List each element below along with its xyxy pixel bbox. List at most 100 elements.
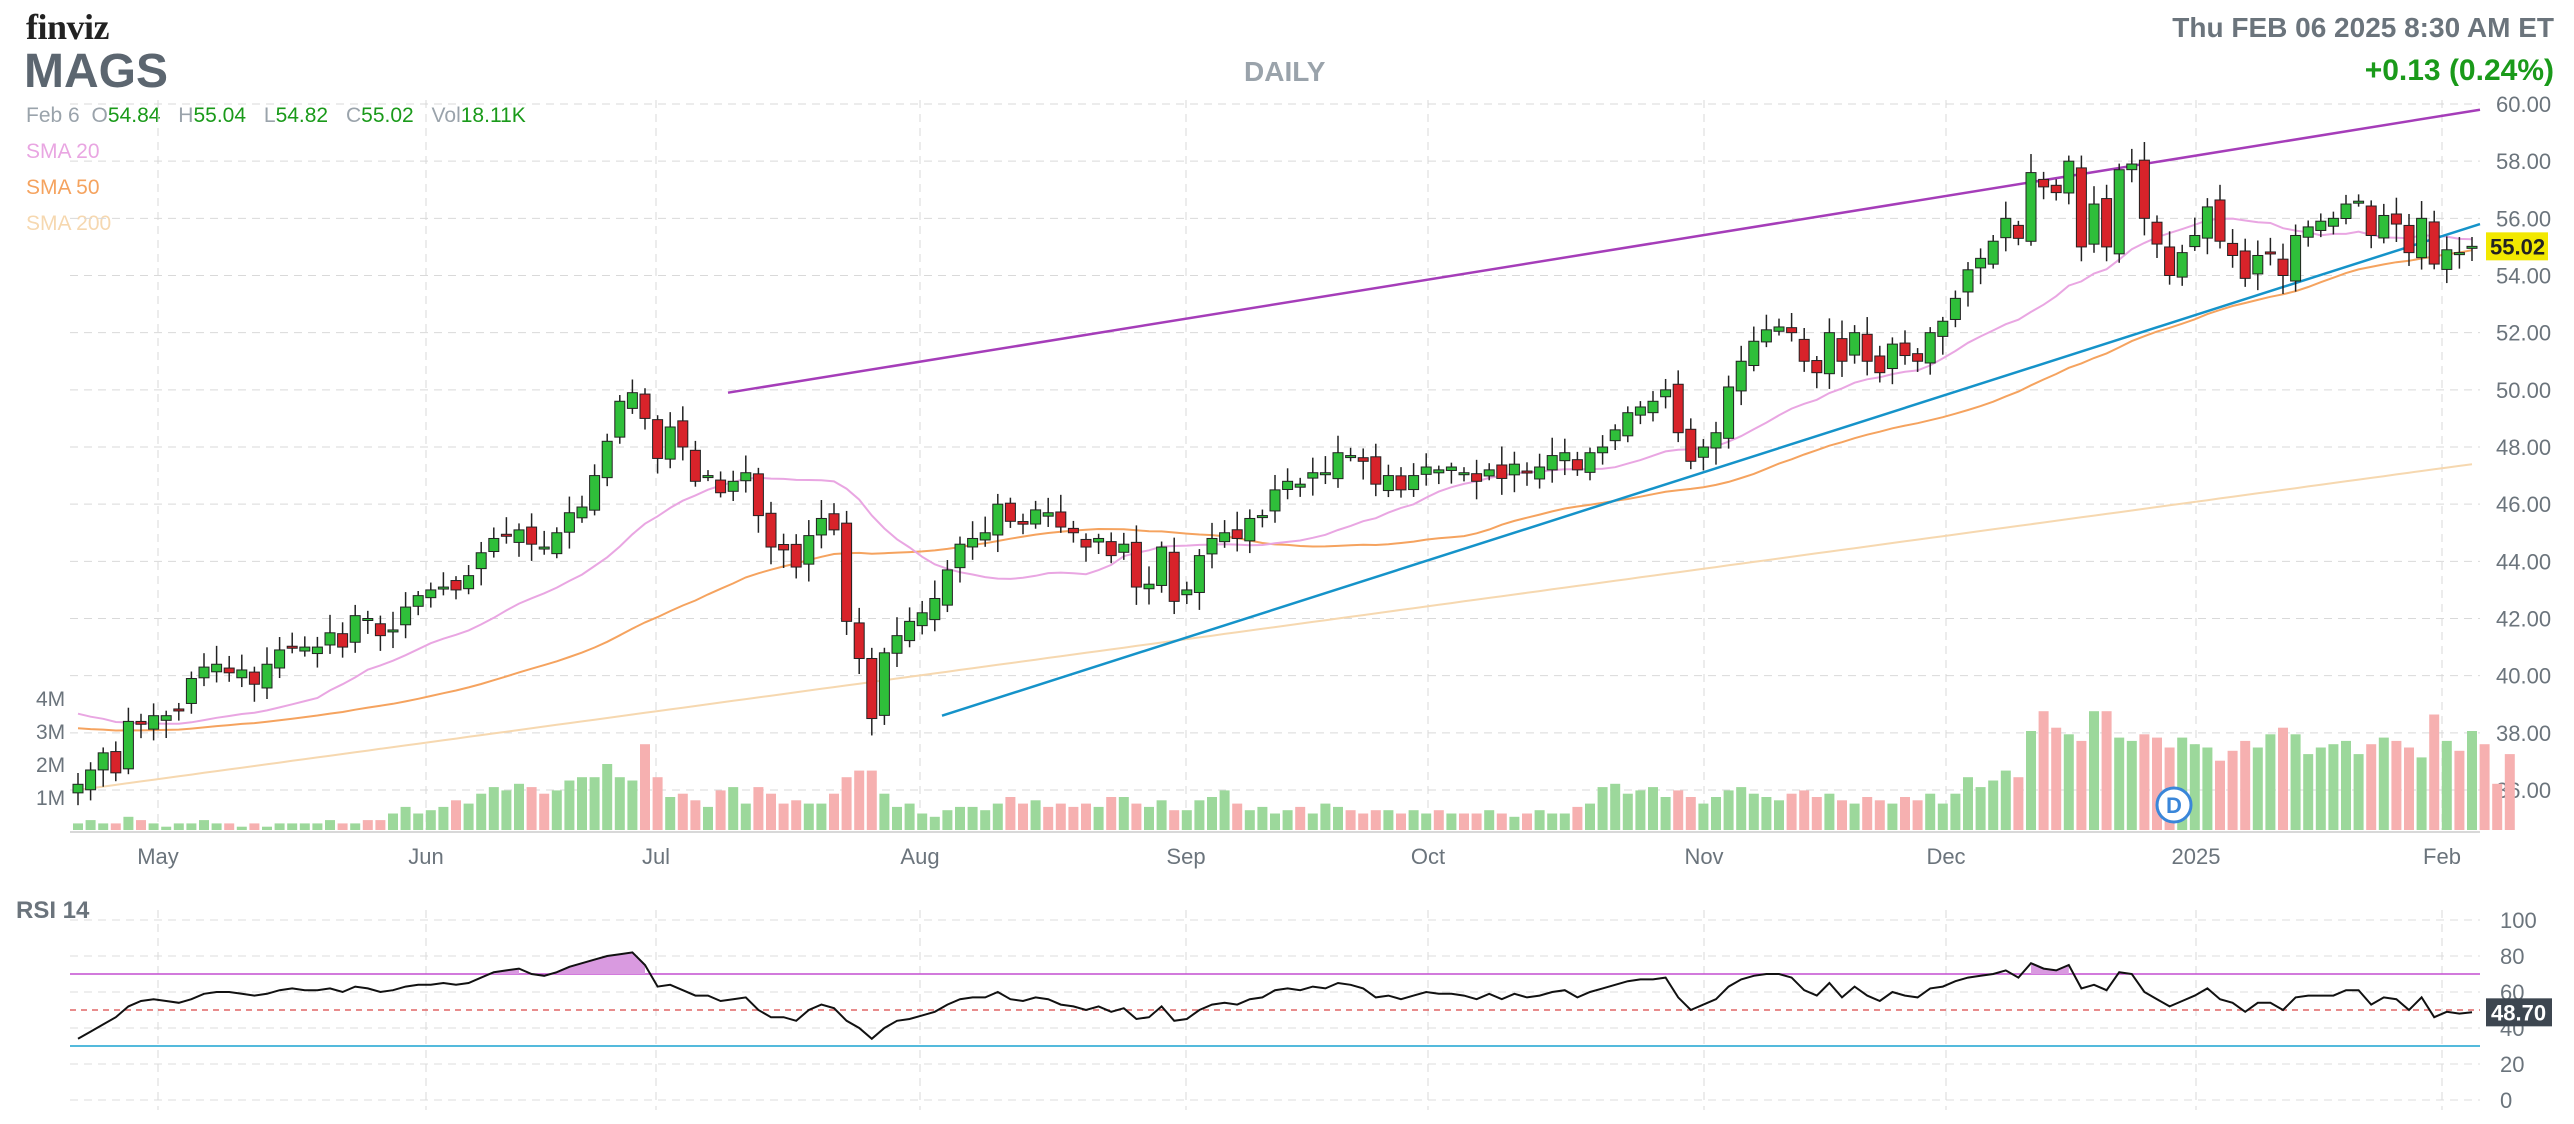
candle-body (526, 526, 538, 545)
volume-bar (2504, 754, 2515, 830)
candle-body (2164, 246, 2176, 276)
sma20-line (77, 217, 2473, 725)
candle-body (110, 751, 122, 774)
volume-bar (1345, 810, 1356, 830)
volume-bar (1194, 800, 1205, 830)
candle-body (2239, 250, 2251, 279)
volume-bar (73, 823, 83, 830)
candle-body (815, 517, 827, 536)
sma20-legend[interactable]: SMA 20 (26, 140, 100, 163)
candle-body (1660, 389, 1672, 398)
candle-body (2327, 217, 2339, 227)
volume-tick-label: 1M (36, 787, 65, 810)
volume-bar (325, 820, 335, 830)
volume-bar (2101, 711, 2112, 830)
candle-body (1811, 360, 1823, 374)
candle-body (2290, 234, 2302, 282)
candle-body (1748, 340, 1760, 367)
candle-body (122, 720, 134, 770)
volume-bar (2000, 770, 2011, 830)
volume-bar (388, 813, 398, 830)
volume-bar (1471, 813, 1482, 830)
volume-bar (816, 803, 827, 830)
volume-bar (2139, 734, 2150, 830)
candle-body (1181, 589, 1193, 596)
candle-body (551, 532, 563, 555)
candle-body (1571, 459, 1583, 471)
candle-body (1206, 537, 1218, 555)
volume-bar (652, 777, 663, 830)
volume-bar (2278, 727, 2288, 830)
volume-bar (2038, 711, 2049, 830)
month-tick-label: May (137, 844, 179, 869)
candle-body (1823, 332, 1835, 375)
candle-body (337, 633, 349, 648)
candle-body (1231, 529, 1243, 539)
rsi-title: RSI 14 (16, 897, 90, 924)
volume-bar (451, 800, 461, 830)
sma200-legend[interactable]: SMA 200 (26, 212, 112, 235)
ohlc-date: Feb 6 (26, 104, 80, 127)
volume-bar (438, 806, 449, 830)
rsi-line (77, 951, 2473, 1041)
volume-tick-label: 3M (36, 721, 65, 744)
volume-bar (1937, 803, 1948, 830)
candle-body (1798, 338, 1810, 362)
volume-bar (350, 823, 361, 830)
candle-body (853, 622, 865, 660)
volume-bar (1207, 797, 1217, 830)
finviz-logo[interactable]: finviz (26, 7, 110, 47)
volume-bar (1635, 790, 1646, 830)
sma50-line (77, 249, 2473, 732)
volume-bar (1496, 813, 1507, 830)
volume-bar (1181, 810, 1192, 830)
candle-body (475, 552, 487, 570)
volume-bar (1975, 787, 1986, 830)
volume-bar (879, 793, 890, 830)
candle-body (362, 618, 374, 621)
candle-body (2390, 213, 2402, 225)
candle-body (1483, 469, 1495, 477)
candle-body (2138, 159, 2150, 219)
candle-body (1332, 452, 1344, 480)
ohlc-close: 55.02 (361, 104, 414, 127)
sma50-legend[interactable]: SMA 50 (26, 176, 100, 199)
candle-body (1307, 472, 1319, 479)
candle-body (2365, 205, 2377, 236)
volume-bar (1660, 797, 1671, 830)
volume-bar (136, 820, 146, 830)
volume-bar (1257, 806, 1268, 830)
candle-body (778, 543, 790, 551)
upper-trendline (727, 108, 2481, 394)
volume-bar (1862, 797, 1873, 830)
ticker-symbol[interactable]: MAGS (24, 45, 168, 98)
candle-body (463, 575, 475, 590)
volume-tick-label: 2M (36, 754, 65, 777)
candle-body (1382, 475, 1394, 492)
rsi-tick-label: 100 (2500, 908, 2537, 933)
volume-bar (1358, 813, 1369, 830)
candle-body (677, 420, 689, 448)
rsi-tick-label: 20 (2500, 1052, 2524, 1077)
candle-body (412, 595, 424, 607)
volume-bar (362, 820, 373, 830)
candle-body (311, 646, 323, 655)
candle-body (1408, 475, 1420, 491)
candle-body (72, 783, 84, 794)
price-tick-label: 52.00 (2496, 321, 2551, 346)
volume-bar (1963, 777, 1973, 830)
candle-body (1093, 537, 1105, 543)
volume-bar (677, 793, 688, 830)
candle-body (2113, 169, 2125, 255)
candle-body (765, 512, 777, 548)
candle-body (1156, 546, 1168, 586)
volume-bar (2089, 711, 2099, 830)
volume-bar (299, 823, 310, 830)
candle-body (614, 400, 626, 438)
volume-bar (1748, 793, 1759, 830)
candle-body (1559, 452, 1571, 462)
month-tick-label: Jun (408, 844, 443, 869)
candle-body (601, 440, 613, 479)
candle-body (979, 532, 991, 541)
